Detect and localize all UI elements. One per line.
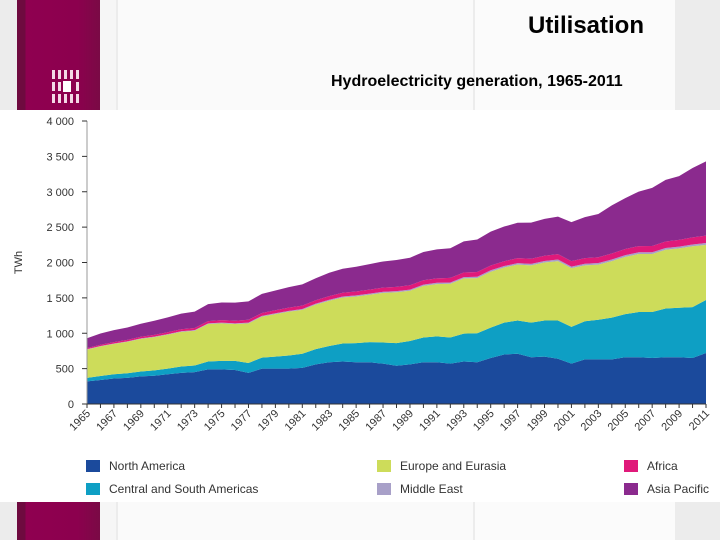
- legend-label: North America: [109, 459, 186, 473]
- chart-panel: TWh 0 500 1 000 1 500 2 000 2 500 3 000 3 500 4 0…: [0, 110, 720, 502]
- legend-item: Asia Pacific: [624, 482, 709, 496]
- x-tick-label: 2007: [632, 408, 658, 434]
- x-tick-label: 1965: [67, 408, 93, 434]
- y-axis-label: TWh: [13, 251, 25, 274]
- legend-swatch: [377, 460, 391, 472]
- y-tick-label: 2 500: [46, 222, 74, 234]
- y-tick-label: 4 000: [46, 116, 74, 128]
- x-tick-label: 2003: [579, 408, 605, 434]
- x-tick-label: 1967: [94, 408, 120, 434]
- legend-swatch: [624, 460, 638, 472]
- x-tick-label: 1973: [175, 408, 201, 434]
- x-tick-label: 2001: [552, 408, 578, 434]
- area-central-and-south-americas: [87, 299, 706, 382]
- area-middle-east: [87, 243, 706, 350]
- x-tick-label: 1977: [229, 408, 255, 434]
- legend-item: Europe and Eurasia: [377, 459, 506, 473]
- area-north-america: [87, 353, 706, 404]
- university-logo: [52, 70, 79, 103]
- legend-item: Africa: [624, 459, 678, 473]
- y-tick-label: 3 000: [46, 187, 74, 199]
- x-tick-label: 1999: [525, 408, 551, 434]
- x-tick-label: 1981: [283, 408, 309, 434]
- x-tick-label: 2009: [659, 408, 685, 434]
- chart-subtitle: Hydroelectricity generation, 1965-2011: [331, 73, 623, 90]
- x-tick-label: 1985: [336, 408, 362, 434]
- area-africa: [87, 235, 706, 350]
- x-tick-label: 2005: [606, 408, 632, 434]
- legend-swatch: [377, 483, 391, 495]
- legend-label: Europe and Eurasia: [400, 459, 507, 473]
- y-tick-label: 1 000: [46, 328, 74, 340]
- legend-item: Middle East: [377, 482, 463, 496]
- y-tick-label: 3 500: [46, 151, 74, 163]
- y-tick-label: 500: [56, 364, 74, 376]
- slide-title: Utilisation: [527, 12, 644, 39]
- legend-label: Central and South Americas: [109, 482, 259, 496]
- x-tick-label: 1969: [121, 408, 147, 434]
- x-tick-label: 1993: [444, 408, 470, 434]
- x-tick-label: 1983: [310, 408, 336, 434]
- stacked-area-chart: TWh 0 500 1 000 1 500 2 000 2 500 3 000 3 500 4 0…: [13, 116, 712, 434]
- x-tick-label: 1995: [471, 408, 497, 434]
- legend-label: Middle East: [400, 482, 463, 496]
- y-tick-label: 2 000: [46, 258, 74, 270]
- legend-swatch: [86, 460, 100, 472]
- legend-item: North America: [86, 459, 185, 473]
- x-tick-label: 1989: [390, 408, 416, 434]
- y-tick-label: 0: [68, 399, 74, 411]
- legend-swatch: [86, 483, 100, 495]
- x-tick-label: 2011: [687, 408, 712, 433]
- legend-swatch: [624, 483, 638, 495]
- legend-label: Africa: [647, 459, 678, 473]
- x-tick-label: 1975: [202, 408, 228, 434]
- legend-label: Asia Pacific: [647, 482, 710, 496]
- area-europe-and-eurasia: [87, 244, 706, 378]
- x-tick-label: 1987: [363, 408, 389, 434]
- x-tick-label: 1971: [148, 408, 174, 434]
- area-asia-pacific: [87, 161, 706, 349]
- x-tick-label: 1979: [256, 408, 282, 434]
- x-tick-label: 1991: [417, 408, 443, 434]
- x-tick-label: 1997: [498, 408, 524, 434]
- y-tick-label: 1 500: [46, 293, 74, 305]
- legend-item: Central and South Americas: [86, 482, 258, 496]
